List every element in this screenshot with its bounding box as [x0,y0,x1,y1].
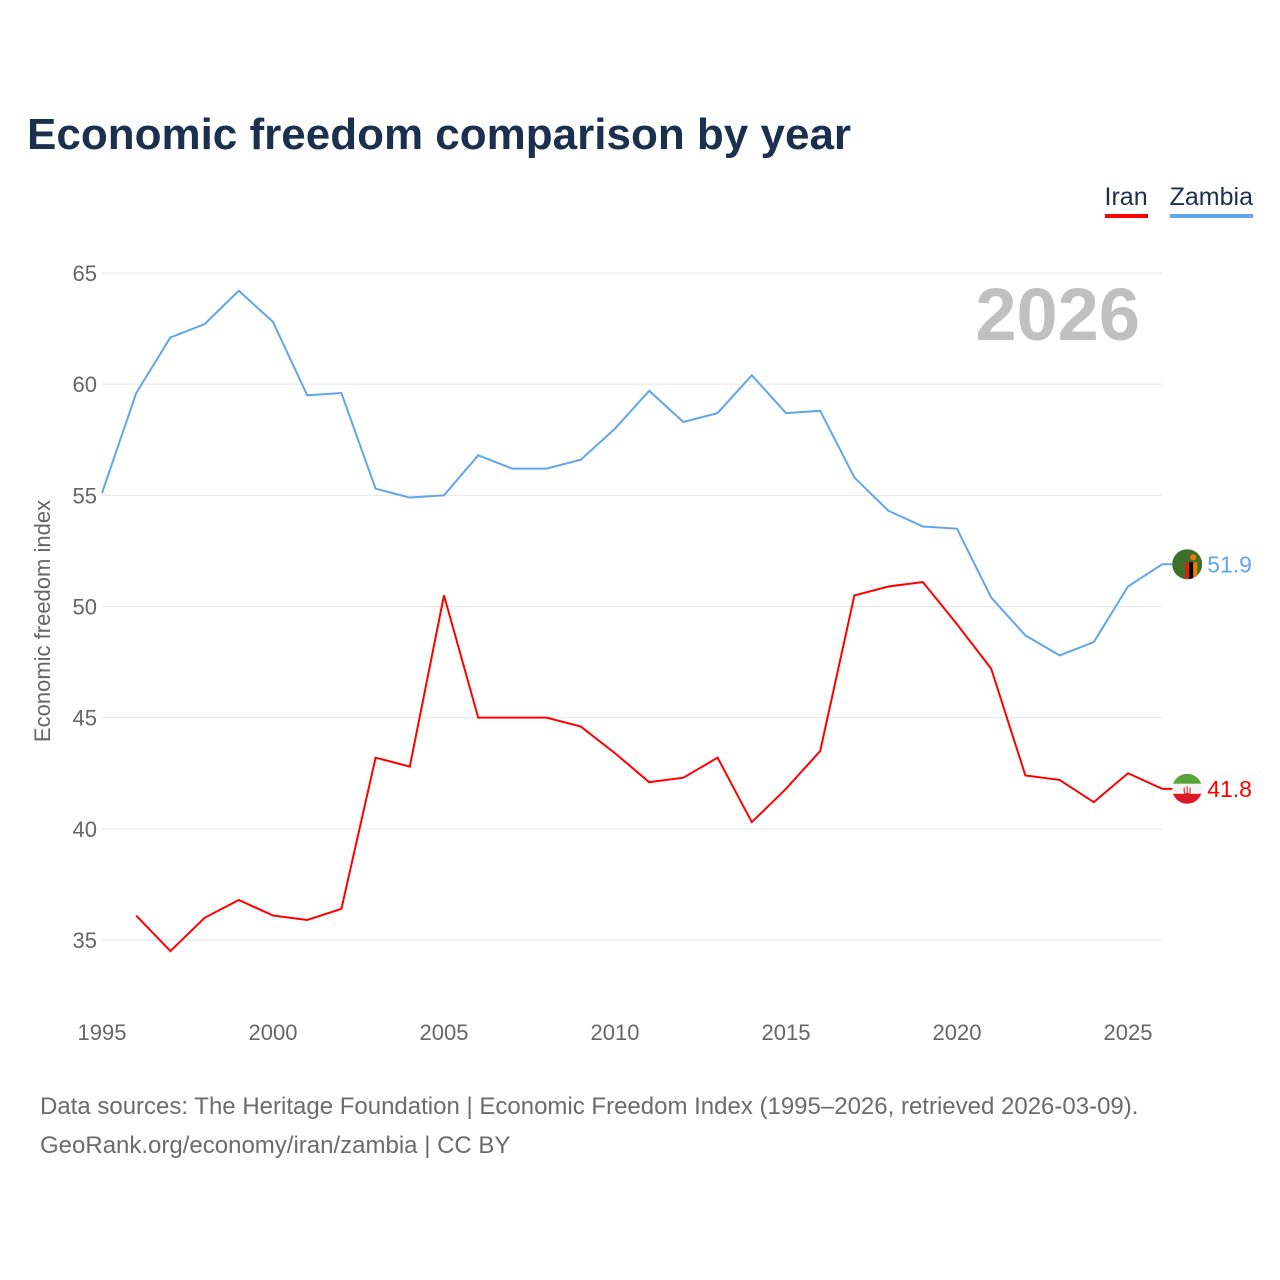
flag-stripe [1172,783,1203,794]
source-text: Data sources: The Heritage Foundation | … [40,1093,1139,1120]
y-tick-label: 60 [73,372,97,397]
legend-item-iran[interactable]: Iran [1104,183,1148,218]
flag-stripe [1172,773,1203,784]
x-tick-label: 2025 [1104,1020,1153,1045]
iran-flag-icon: ψ [1172,773,1203,804]
flag-emblem: ψ [1183,783,1192,797]
flag-stripe [1189,562,1194,580]
y-axis-label: Economic freedom index [30,500,55,742]
source-note: Data sources: The Heritage Foundation | … [40,1087,1138,1165]
y-tick-label: 35 [73,928,97,953]
y-tick-label: 50 [73,595,97,620]
end-value-label: 41.8 [1207,776,1252,802]
year-watermark: 2026 [975,273,1140,356]
flag: ψ [1172,773,1203,804]
chart-title: Economic freedom comparison by year [27,110,852,159]
flag-stripe [1185,562,1190,580]
x-tick-label: 2015 [762,1020,811,1045]
legend: Iran Zambia [1104,183,1253,218]
y-tick-label: 40 [73,817,97,842]
y-tick-label: 65 [73,261,97,286]
source-link[interactable]: GeoRank.org/economy/iran/zambia | CC BY [40,1132,511,1159]
zambia-flag-icon [1172,549,1203,580]
x-tick-label: 2010 [591,1020,640,1045]
x-tick-label: 2020 [933,1020,982,1045]
x-tick-label: 2000 [249,1020,298,1045]
flag-stripe [1172,793,1203,804]
legend-item-zambia[interactable]: Zambia [1169,183,1253,218]
flag-eagle [1190,554,1197,561]
flag [1172,549,1203,580]
x-tick-label: 1995 [78,1020,127,1045]
y-tick-label: 55 [73,483,97,508]
series-line-zambia [101,289,1163,657]
series-line-iran [135,580,1163,953]
end-value-label: 51.9 [1207,551,1252,577]
flag-stripe [1193,562,1198,580]
x-tick-label: 2005 [420,1020,469,1045]
y-tick-label: 45 [73,706,97,731]
